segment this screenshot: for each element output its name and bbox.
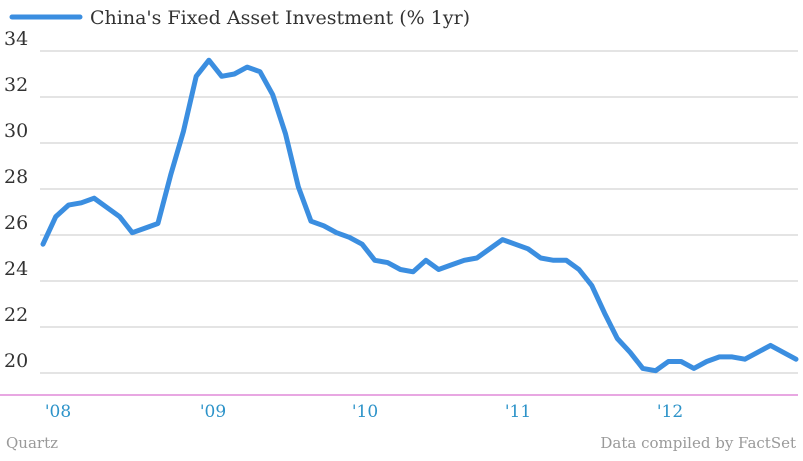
y-axis-ticks: 20 22 24 26 28 30 32 34 — [4, 28, 28, 372]
gridlines — [40, 50, 798, 374]
y-tick-label: 30 — [4, 120, 28, 142]
y-tick-label: 28 — [4, 166, 28, 188]
x-tick-label: '08 — [45, 402, 71, 422]
source-left: Quartz — [6, 434, 58, 452]
legend: China's Fixed Asset Investment (% 1yr) — [9, 7, 470, 29]
y-tick-label: 34 — [4, 28, 28, 50]
x-tick-label: '09 — [200, 402, 226, 422]
x-tick-label: '12 — [657, 402, 683, 422]
series-line-fixed-asset-investment — [40, 57, 799, 374]
y-tick-label: 26 — [4, 212, 28, 234]
y-tick-label: 22 — [4, 304, 28, 326]
y-tick-label: 20 — [4, 350, 28, 372]
x-tick-label: '11 — [505, 402, 531, 422]
y-tick-label: 24 — [4, 258, 28, 280]
source-right: Data compiled by FactSet — [600, 434, 796, 452]
legend-label: China's Fixed Asset Investment (% 1yr) — [90, 7, 470, 29]
x-tick-label: '10 — [352, 402, 378, 422]
x-axis-ticks: '08 '09 '10 '11 '12 — [45, 402, 683, 422]
y-tick-label: 32 — [4, 74, 28, 96]
